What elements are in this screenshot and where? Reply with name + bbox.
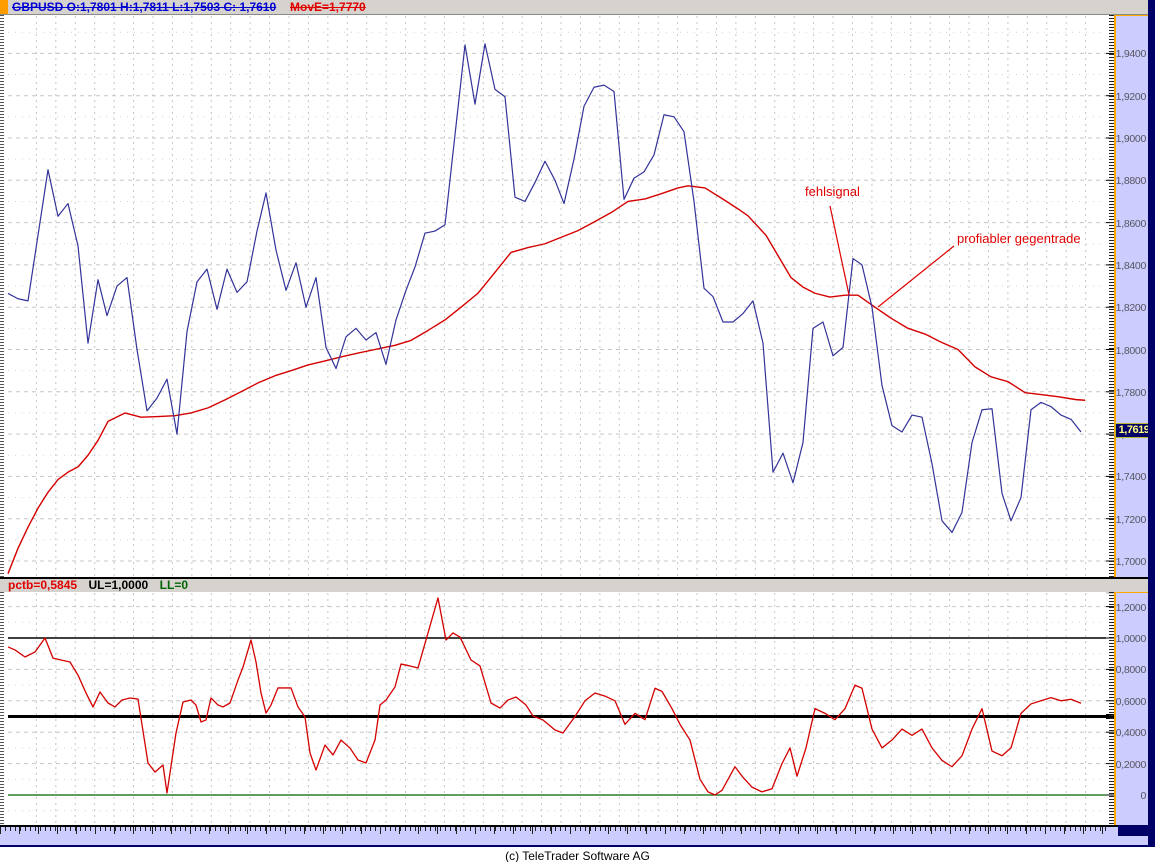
indicator-axis-label: 1,2000 — [1115, 601, 1147, 614]
left-tick-comb — [0, 592, 4, 825]
indicator-axis-separator — [1114, 592, 1116, 825]
price-chart-plot[interactable] — [0, 15, 1106, 577]
price-axis-label: 1,9200 — [1115, 90, 1147, 103]
annotation-line — [877, 245, 955, 308]
series-pctb — [7, 597, 1082, 796]
last-price-marker: 1,7619 — [1115, 423, 1153, 439]
time-axis-major-ticks — [0, 827, 1106, 834]
price-axis-label: 1,8800 — [1115, 175, 1147, 188]
annotation-line — [829, 205, 850, 296]
left-tick-comb — [0, 15, 4, 577]
price-axis[interactable]: 1,9400 1,9200 1,9000 1,8800 1,8600 1,8400 1,82… — [1116, 15, 1148, 578]
copyright-bar: (c) TeleTrader Software AG — [0, 845, 1155, 862]
indicator-axis-label: 0,2000 — [1115, 758, 1147, 771]
price-chart-svg[interactable] — [0, 15, 1114, 577]
window-right-border — [1148, 0, 1155, 845]
indicator-axis-label: 1,0000 — [1115, 633, 1147, 645]
indicator-axis-label: 0,4000 — [1115, 727, 1147, 740]
price-axis-tick-comb — [1109, 15, 1114, 577]
indicator-chart-svg[interactable] — [0, 592, 1114, 825]
indicator-axis-label: 0,6000 — [1115, 695, 1147, 708]
price-axis-label: 1,7800 — [1115, 386, 1147, 399]
indicator-axis-label: 0 — [1140, 790, 1146, 802]
moving-average-value-text: MovE=1,7770 — [290, 0, 366, 14]
indicator-header-bar: pctb=0,5845 UL=1,0000 LL=0 — [0, 577, 1148, 594]
price-axis-label: 1,7400 — [1115, 471, 1147, 484]
indicator-axis-tick-comb — [1109, 592, 1114, 825]
price-axis-label: 1,9400 — [1115, 48, 1147, 61]
annotation-fehlsignal[interactable]: fehlsignal — [805, 184, 860, 199]
indicator-chart-plot[interactable] — [0, 592, 1106, 825]
symbol-ohlc-text: GBPUSD O:1,7801 H:1,7811 L:1,7503 C: 1,7… — [12, 0, 277, 14]
instrument-marker-icon — [0, 0, 8, 14]
price-axis-label: 1,8400 — [1115, 259, 1147, 272]
price-axis-label: 1,8200 — [1115, 302, 1147, 315]
price-axis-label: 1,8600 — [1115, 217, 1147, 230]
series-MovE — [7, 185, 1086, 574]
price-axis-label: 1,9000 — [1115, 133, 1147, 145]
price-axis-separator — [1114, 15, 1116, 577]
symbol-header-bar: GBPUSD O:1,7801 H:1,7811 L:1,7503 C: 1,7… — [0, 0, 1148, 15]
upper-level-text: UL=1,0000 — [88, 578, 149, 592]
copyright-text: (c) TeleTrader Software AG — [505, 849, 650, 862]
series-GBPUSD — [7, 43, 1082, 534]
lower-level-text: LL=0 — [159, 578, 189, 592]
price-axis-label: 1,7000 — [1115, 556, 1147, 568]
price-axis-label: 1,8000 — [1115, 344, 1147, 357]
pctb-value-text: pctb=0,5845 — [8, 578, 78, 592]
annotation-gegentrade[interactable]: profiabler gegentrade — [957, 231, 1081, 246]
axis-corner-handle — [1118, 825, 1148, 836]
price-axis-label: 1,7200 — [1115, 513, 1147, 526]
indicator-axis-label: 0,8000 — [1115, 664, 1147, 677]
indicator-axis[interactable]: 1,2000 1,0000 0,8000 0,6000 0,4000 0,2000 0 — [1116, 592, 1148, 826]
